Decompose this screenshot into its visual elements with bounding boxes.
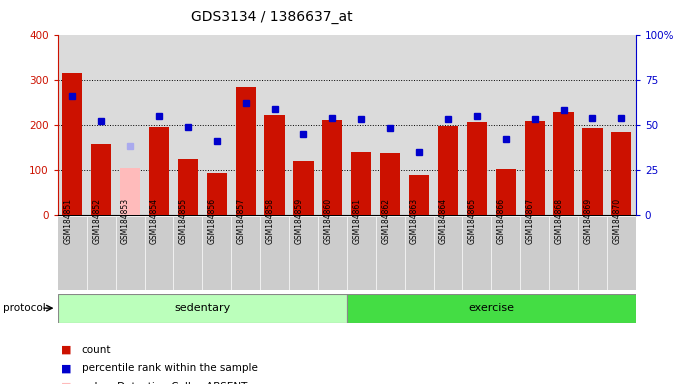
- Text: count: count: [82, 345, 111, 355]
- Bar: [173, 35, 203, 215]
- Bar: [492, 217, 520, 290]
- Bar: [87, 217, 116, 290]
- Bar: [347, 35, 376, 215]
- Bar: [520, 35, 549, 215]
- Bar: [144, 217, 173, 290]
- Bar: [434, 35, 462, 215]
- Bar: [318, 35, 347, 215]
- Bar: [347, 294, 636, 323]
- Bar: [203, 35, 231, 215]
- Text: ■: ■: [61, 345, 71, 355]
- Bar: [376, 217, 405, 290]
- Text: GSM184867: GSM184867: [526, 197, 534, 244]
- Text: sedentary: sedentary: [174, 303, 231, 313]
- Text: protocol: protocol: [3, 303, 46, 313]
- Bar: [62, 73, 82, 215]
- Bar: [524, 121, 545, 215]
- Bar: [231, 217, 260, 290]
- Bar: [144, 35, 173, 215]
- Text: GDS3134 / 1386637_at: GDS3134 / 1386637_at: [191, 10, 353, 23]
- Text: GSM184858: GSM184858: [266, 198, 275, 243]
- Bar: [293, 161, 313, 215]
- Text: exercise: exercise: [469, 303, 514, 313]
- Text: GSM184865: GSM184865: [468, 197, 477, 244]
- Bar: [409, 175, 429, 215]
- Bar: [554, 112, 574, 215]
- Text: ■: ■: [61, 363, 71, 373]
- Bar: [91, 144, 112, 215]
- Bar: [289, 35, 318, 215]
- Text: GSM184852: GSM184852: [92, 198, 101, 243]
- Bar: [173, 217, 203, 290]
- Bar: [462, 35, 492, 215]
- Bar: [58, 35, 87, 215]
- Text: GSM184853: GSM184853: [121, 197, 130, 244]
- Bar: [520, 217, 549, 290]
- Bar: [578, 217, 607, 290]
- Text: GSM184870: GSM184870: [613, 197, 622, 244]
- Text: GSM184864: GSM184864: [439, 197, 448, 244]
- Text: GSM184869: GSM184869: [583, 197, 592, 244]
- Bar: [116, 217, 144, 290]
- Bar: [116, 35, 144, 215]
- Bar: [149, 127, 169, 215]
- Bar: [466, 122, 487, 215]
- Bar: [322, 120, 343, 215]
- Bar: [207, 173, 227, 215]
- Bar: [434, 217, 462, 290]
- Bar: [496, 169, 516, 215]
- Bar: [87, 35, 116, 215]
- Text: GSM184854: GSM184854: [150, 197, 159, 244]
- Text: value, Detection Call = ABSENT: value, Detection Call = ABSENT: [82, 382, 247, 384]
- Bar: [462, 217, 492, 290]
- Text: percentile rank within the sample: percentile rank within the sample: [82, 363, 258, 373]
- Bar: [231, 35, 260, 215]
- Bar: [578, 35, 607, 215]
- Text: GSM184856: GSM184856: [208, 197, 217, 244]
- Bar: [235, 87, 256, 215]
- Bar: [438, 126, 458, 215]
- Text: GSM184851: GSM184851: [63, 198, 72, 243]
- Text: GSM184862: GSM184862: [381, 198, 390, 243]
- Bar: [265, 115, 285, 215]
- Bar: [351, 152, 371, 215]
- Bar: [120, 168, 140, 215]
- Bar: [582, 128, 602, 215]
- Bar: [203, 217, 231, 290]
- Bar: [289, 217, 318, 290]
- Bar: [549, 217, 578, 290]
- Bar: [318, 217, 347, 290]
- Bar: [492, 35, 520, 215]
- Text: GSM184860: GSM184860: [324, 197, 333, 244]
- Bar: [611, 132, 632, 215]
- Text: GSM184866: GSM184866: [497, 197, 506, 244]
- Bar: [58, 217, 87, 290]
- Bar: [347, 217, 376, 290]
- Text: GSM184868: GSM184868: [555, 198, 564, 243]
- Text: GSM184855: GSM184855: [179, 197, 188, 244]
- Bar: [607, 217, 636, 290]
- Bar: [405, 35, 434, 215]
- Bar: [260, 217, 289, 290]
- Bar: [376, 35, 405, 215]
- Bar: [260, 35, 289, 215]
- Text: GSM184861: GSM184861: [352, 198, 361, 243]
- Bar: [549, 35, 578, 215]
- Text: GSM184857: GSM184857: [237, 197, 245, 244]
- Text: ■: ■: [61, 382, 71, 384]
- Bar: [607, 35, 636, 215]
- Bar: [380, 153, 401, 215]
- Bar: [58, 294, 347, 323]
- Text: GSM184859: GSM184859: [294, 197, 303, 244]
- Bar: [405, 217, 434, 290]
- Bar: [177, 159, 198, 215]
- Text: GSM184863: GSM184863: [410, 197, 419, 244]
